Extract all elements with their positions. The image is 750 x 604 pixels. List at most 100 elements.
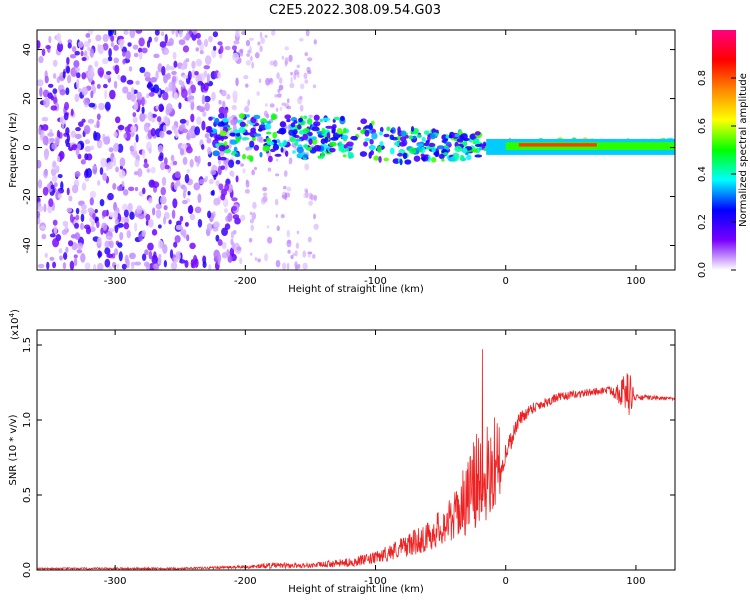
snr-panel: -300 -200 -100 0 100 0.0 0.5 1.0 1.5 Height of … (8, 309, 676, 595)
spectrogram-cell (117, 223, 124, 228)
spectrogram-cell (232, 90, 238, 101)
spectrogram-cell (245, 83, 249, 88)
spectrogram-cell (368, 124, 374, 130)
spectrogram-cell (205, 175, 209, 181)
spectrogram-cell (91, 84, 95, 90)
spectrogram-cell (244, 189, 250, 194)
spectrogram-cell (80, 50, 84, 57)
spectrogram-cell (170, 261, 178, 270)
spectrogram-cell (99, 199, 105, 207)
spectrogram-cell (266, 141, 275, 146)
spectrogram-cell (129, 30, 136, 39)
spectrogram-cell (203, 95, 211, 103)
spectrogram-cell (207, 161, 212, 167)
spectrogram-cell (189, 242, 196, 250)
spectrogram-cell (70, 130, 77, 138)
spectrogram-cell (217, 253, 222, 263)
spectrogram-cell (49, 256, 55, 261)
spectrogram-cell (212, 222, 219, 228)
spectrogram-cell (207, 210, 212, 219)
spectrogram-cell (182, 190, 186, 199)
spectrogram-cell (130, 86, 135, 96)
colorbar-ticks: 0.0 0.2 0.4 0.6 0.8 (697, 70, 736, 278)
spectrogram-cell (245, 147, 250, 151)
spectrogram-cell (77, 88, 82, 93)
spectrogram-cell (114, 248, 119, 256)
spectrogram-cell (299, 104, 304, 112)
spectrogram-cell (121, 180, 125, 188)
spectrogram-cell (126, 79, 134, 85)
spectrogram-cell (143, 71, 151, 78)
spectrogram-cell (127, 202, 133, 212)
spectrogram-cell (168, 66, 176, 71)
spectrogram-cell (91, 220, 95, 227)
snr-x-ticks: -300 -200 -100 0 100 (104, 330, 645, 587)
spectrogram-cell (278, 77, 283, 84)
spectrogram-cell (400, 136, 407, 142)
spectrogram-cell (191, 69, 196, 79)
spectrogram-cell (145, 262, 151, 270)
spectrogram-cell (136, 205, 143, 215)
spectrogram-cell (122, 58, 126, 65)
spectrogram-cell (344, 147, 350, 152)
spectrogram-cell (135, 30, 143, 34)
spectrogram-cell (103, 73, 111, 80)
spectrogram-cell (182, 128, 189, 134)
spectrogram-cell (398, 141, 407, 147)
spectrogram-cell (108, 265, 112, 270)
spectrogram-cell (284, 114, 292, 120)
spectrogram-cell (210, 169, 217, 176)
spectrogram-cell (267, 236, 273, 244)
spectrogram-cell (147, 111, 153, 122)
spectrogram-cell (189, 159, 194, 168)
spectrogram-cell (321, 127, 326, 135)
spectrogram-cell (108, 147, 114, 153)
spectrogram-cell (73, 254, 78, 259)
spectrogram-cell (267, 167, 272, 172)
spectrogram-cell (460, 154, 464, 162)
spectrogram-cell (428, 142, 436, 147)
colorbar-tick-label: 0.4 (697, 166, 708, 182)
spectrogram-cell (195, 32, 201, 39)
spectrogram-cell (364, 129, 370, 137)
spectrogram-cell (176, 253, 181, 260)
spectrogram-cell (51, 143, 58, 150)
spectrogram-cell (279, 121, 287, 128)
spectrogram-y-label: Frequency (Hz) (8, 112, 19, 188)
spectrogram-cell (197, 193, 202, 204)
spectrogram-cell (73, 257, 78, 267)
spectrogram-cell (416, 146, 423, 151)
spectrogram-cell (346, 141, 354, 147)
y-tick-label: 1.5 (22, 337, 33, 353)
spectrogram-cell (112, 182, 117, 190)
x-tick-label: -200 (234, 276, 257, 287)
spectrogram-cell (456, 138, 464, 143)
spectrogram-cell (153, 53, 160, 59)
spectrogram-cell (284, 57, 289, 66)
spectrogram-cell (397, 152, 404, 157)
spectrogram-cell (241, 31, 246, 36)
spectrogram-cell (160, 161, 166, 171)
spectrogram-cell (63, 112, 69, 121)
spectrogram-cell (307, 57, 313, 62)
spectrogram-cell (196, 116, 202, 125)
spectrogram-cell (368, 144, 376, 151)
spectrogram-cell (198, 178, 205, 185)
spectrogram-cell (198, 107, 205, 113)
spectrogram-cell (100, 157, 107, 168)
spectrogram-cell (178, 79, 183, 86)
spectrogram-cell (43, 97, 50, 108)
spectrogram-cell (303, 115, 308, 120)
spectrogram-cell (324, 136, 329, 144)
spectrogram-cell (236, 246, 242, 251)
spectrogram-cell (74, 171, 81, 178)
spectrogram-cell (294, 250, 298, 257)
spectrogram-cell (224, 163, 228, 171)
spectrogram-cell (211, 48, 217, 59)
spectrogram-cell (143, 158, 148, 164)
spectrogram-cell (65, 246, 69, 254)
spectrogram-cell (44, 75, 49, 84)
colorbar-tick-label: 0.2 (697, 214, 708, 230)
spectrogram-cell (135, 80, 140, 86)
